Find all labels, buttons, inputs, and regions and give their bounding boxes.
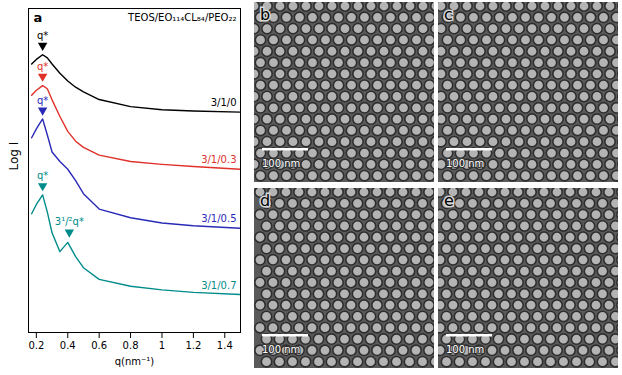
svg-text:Log I: Log I: [7, 142, 21, 171]
svg-text:q*: q*: [37, 95, 48, 106]
svg-text:3/1/0: 3/1/0: [211, 97, 237, 108]
svg-text:3/1/0.3: 3/1/0.3: [201, 154, 236, 165]
svg-text:1.2: 1.2: [185, 340, 201, 351]
svg-text:100 nm: 100 nm: [446, 344, 484, 355]
svg-text:1.4: 1.4: [217, 340, 233, 351]
svg-text:q*: q*: [37, 170, 48, 181]
svg-text:c: c: [444, 5, 453, 24]
svg-text:0.2: 0.2: [28, 340, 44, 351]
svg-text:0.4: 0.4: [60, 340, 76, 351]
svg-text:100 nm: 100 nm: [262, 158, 300, 169]
svg-text:d: d: [260, 191, 270, 210]
svg-text:q(nm⁻¹): q(nm⁻¹): [115, 356, 155, 367]
svg-text:q*: q*: [37, 61, 48, 72]
svg-text:3/1/0.7: 3/1/0.7: [201, 280, 236, 291]
svg-text:100 nm: 100 nm: [262, 344, 300, 355]
svg-text:b: b: [260, 5, 270, 24]
svg-text:TEOS/EO₁₁₄CL₈₄/PEO₂₂: TEOS/EO₁₁₄CL₈₄/PEO₂₂: [127, 12, 236, 23]
svg-text:3/1/0.5: 3/1/0.5: [201, 213, 236, 224]
svg-text:100 nm: 100 nm: [446, 158, 484, 169]
svg-text:0.6: 0.6: [91, 340, 107, 351]
svg-text:q*: q*: [37, 30, 48, 41]
svg-text:0.8: 0.8: [123, 340, 139, 351]
svg-text:e: e: [444, 191, 454, 210]
svg-text:1: 1: [159, 340, 165, 351]
svg-text:3¹/²q*: 3¹/²q*: [55, 216, 84, 227]
svg-text:a: a: [34, 10, 43, 25]
